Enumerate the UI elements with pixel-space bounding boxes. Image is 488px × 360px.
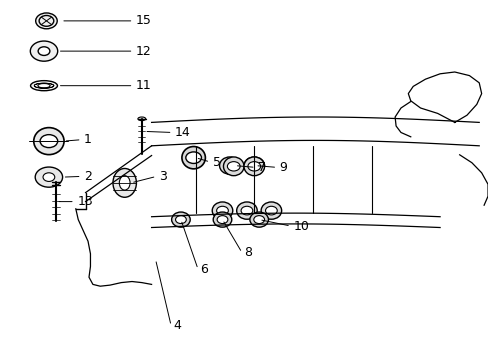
Ellipse shape xyxy=(261,202,281,219)
Text: 11: 11 xyxy=(136,79,151,92)
Text: 6: 6 xyxy=(200,263,208,276)
Ellipse shape xyxy=(113,168,136,197)
Text: 2: 2 xyxy=(84,170,92,183)
Text: 10: 10 xyxy=(293,220,308,233)
Text: 5: 5 xyxy=(212,156,220,168)
Circle shape xyxy=(248,161,260,170)
Ellipse shape xyxy=(223,157,244,176)
Circle shape xyxy=(175,216,186,224)
Circle shape xyxy=(227,162,240,171)
Text: 7: 7 xyxy=(258,161,265,174)
Circle shape xyxy=(224,161,235,170)
Circle shape xyxy=(36,13,57,29)
Text: 15: 15 xyxy=(136,14,151,27)
Text: 12: 12 xyxy=(136,45,151,58)
Circle shape xyxy=(216,206,228,215)
Text: 9: 9 xyxy=(279,161,287,174)
Ellipse shape xyxy=(236,202,257,219)
Circle shape xyxy=(40,135,58,148)
Ellipse shape xyxy=(182,147,205,169)
Ellipse shape xyxy=(119,176,130,190)
Circle shape xyxy=(253,216,264,224)
Ellipse shape xyxy=(219,157,240,174)
Text: 3: 3 xyxy=(159,170,166,183)
Ellipse shape xyxy=(171,212,190,227)
Ellipse shape xyxy=(244,157,264,174)
Ellipse shape xyxy=(244,157,264,176)
Circle shape xyxy=(43,173,55,181)
Ellipse shape xyxy=(213,212,231,227)
Circle shape xyxy=(217,216,227,224)
Text: 1: 1 xyxy=(84,133,92,146)
Circle shape xyxy=(187,155,199,163)
Circle shape xyxy=(241,206,252,215)
Circle shape xyxy=(30,41,58,61)
Circle shape xyxy=(247,162,260,171)
Circle shape xyxy=(185,152,201,163)
Text: 14: 14 xyxy=(175,126,190,139)
Ellipse shape xyxy=(138,117,145,121)
Text: 13: 13 xyxy=(77,195,93,208)
Circle shape xyxy=(35,167,62,187)
Ellipse shape xyxy=(34,128,64,155)
Ellipse shape xyxy=(30,81,58,91)
Ellipse shape xyxy=(38,84,50,88)
Ellipse shape xyxy=(183,150,203,168)
Ellipse shape xyxy=(249,212,268,227)
Circle shape xyxy=(265,206,277,215)
Text: 4: 4 xyxy=(173,319,181,332)
Text: 8: 8 xyxy=(244,246,252,259)
Circle shape xyxy=(38,47,50,55)
Ellipse shape xyxy=(212,202,232,219)
